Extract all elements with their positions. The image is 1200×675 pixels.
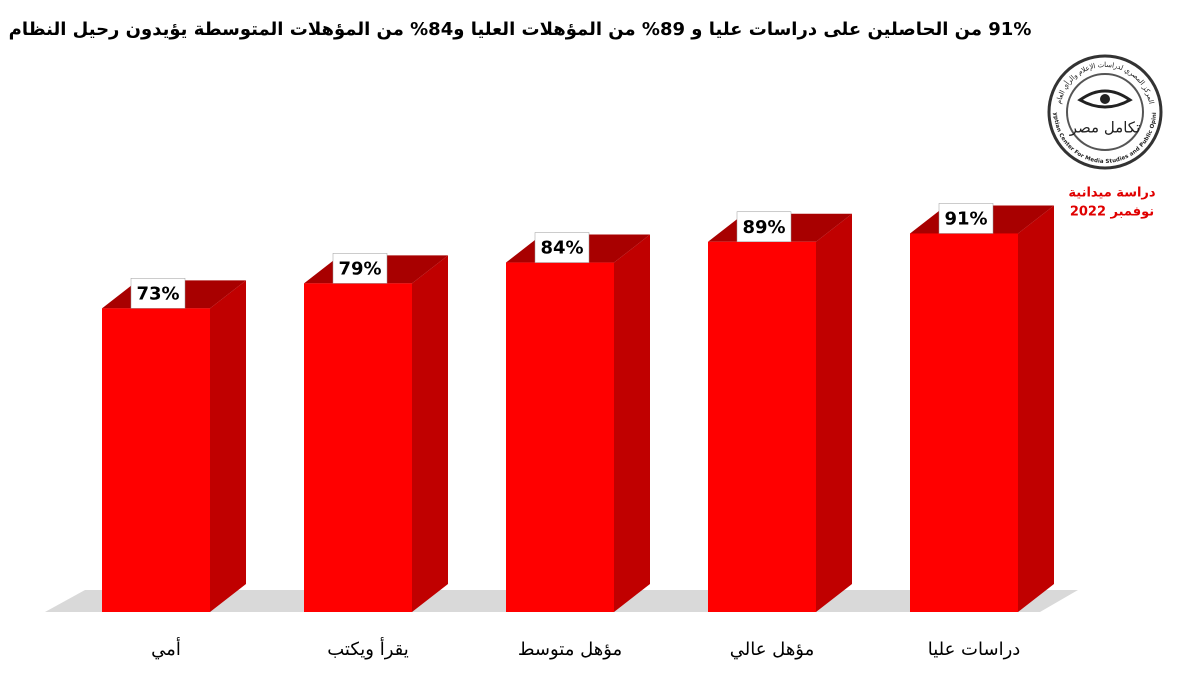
- bar-group: 89%: [708, 211, 852, 612]
- bar-side: [210, 280, 246, 612]
- logo-pupil: [1100, 94, 1110, 104]
- value-label-box: [736, 211, 792, 243]
- value-label-box: [534, 232, 590, 263]
- value-label: 73%: [136, 283, 179, 304]
- value-label-box: [332, 253, 388, 284]
- bar-group: 73%: [102, 278, 246, 612]
- value-label: 84%: [540, 238, 583, 259]
- chart-title: 91% من الحاصلين على دراسات عليا و 89% من…: [9, 19, 1032, 40]
- value-label: 89%: [742, 217, 785, 238]
- x-tick-label: مؤهل عالي: [730, 639, 815, 660]
- bar: [304, 283, 412, 612]
- value-label-box: [938, 203, 994, 234]
- logo-eye: [1077, 89, 1133, 109]
- x-tick-label: دراسات عليا: [928, 639, 1021, 660]
- bar-side: [412, 255, 448, 613]
- x-tick-label: يقرأ ويكتب: [327, 637, 409, 660]
- logo-line2: نوفمبر 2022: [1070, 205, 1154, 220]
- bar-side: [816, 213, 852, 612]
- value-label: 79%: [338, 258, 381, 279]
- bar-side: [1018, 205, 1054, 612]
- x-tick-label: أمي: [151, 637, 181, 660]
- bar: [506, 262, 614, 612]
- bar-side: [614, 234, 650, 612]
- logo-name: تكامل مصر: [1069, 119, 1141, 137]
- logo-inner: [1066, 73, 1144, 151]
- bar: [102, 308, 210, 612]
- bar: [708, 241, 816, 612]
- value-label: 91%: [944, 208, 987, 229]
- bar-group: 79%: [304, 253, 448, 613]
- bar: [910, 233, 1018, 612]
- bar-group: 84%: [506, 232, 650, 612]
- value-label-box: [130, 278, 186, 309]
- x-tick-label: مؤهل متوسط: [518, 639, 622, 660]
- bar-group: 91%: [910, 203, 1054, 612]
- logo-line1: دراسة ميدانية: [1068, 186, 1156, 201]
